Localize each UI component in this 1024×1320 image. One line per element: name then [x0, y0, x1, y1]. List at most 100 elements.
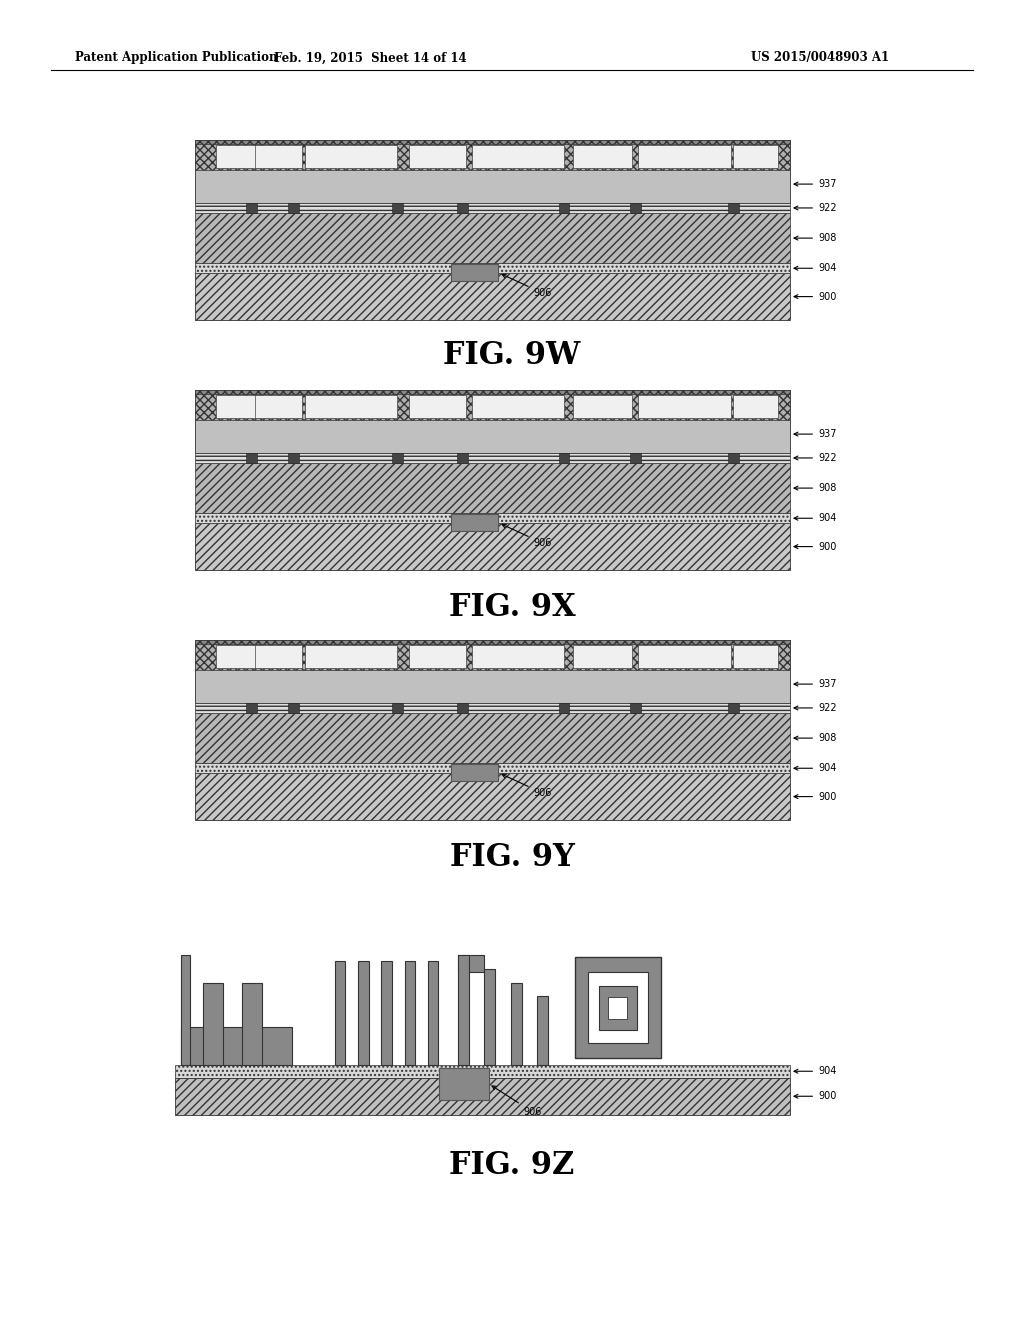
Bar [472, 395, 564, 418]
Text: 906: 906 [502, 524, 552, 548]
Bar [195, 273, 790, 319]
Bar [195, 640, 790, 704]
Bar [216, 145, 263, 169]
Bar [175, 1077, 790, 1115]
Text: 906: 906 [493, 1086, 542, 1117]
Text: 900: 900 [794, 292, 837, 301]
Bar [410, 645, 466, 668]
Text: FIG. 9X: FIG. 9X [449, 591, 575, 623]
Bar [572, 395, 633, 418]
Text: 937: 937 [794, 678, 837, 689]
Bar [728, 453, 739, 463]
Bar [458, 954, 469, 1065]
Bar [451, 515, 499, 531]
Bar [558, 203, 569, 213]
Bar [572, 145, 633, 169]
Bar [458, 203, 468, 213]
Bar [255, 145, 302, 169]
Text: Patent Application Publication: Patent Application Publication [75, 51, 278, 65]
Bar [195, 640, 790, 644]
Bar [195, 774, 790, 820]
Bar [392, 453, 402, 463]
Bar [574, 957, 660, 1059]
Bar [216, 395, 263, 418]
Text: 937: 937 [794, 180, 837, 189]
Bar [733, 145, 778, 169]
Bar [630, 203, 641, 213]
Bar [195, 713, 790, 763]
Bar [181, 1027, 292, 1065]
Bar [195, 763, 790, 774]
Bar [195, 263, 790, 273]
Text: 900: 900 [794, 541, 837, 552]
Bar [458, 954, 483, 972]
Text: 900: 900 [794, 792, 837, 801]
Text: 908: 908 [794, 733, 837, 743]
Bar [288, 203, 299, 213]
Bar [381, 961, 392, 1065]
Text: 904: 904 [794, 263, 837, 273]
Bar [572, 645, 633, 668]
Text: 906: 906 [502, 275, 552, 298]
Bar [246, 704, 257, 713]
Bar [195, 140, 790, 144]
Bar [288, 453, 299, 463]
Bar [392, 203, 402, 213]
Bar [305, 395, 397, 418]
Text: 906: 906 [502, 775, 552, 799]
Bar [472, 645, 564, 668]
Text: Feb. 19, 2015  Sheet 14 of 14: Feb. 19, 2015 Sheet 14 of 14 [273, 51, 466, 65]
Bar [195, 170, 790, 203]
Text: 904: 904 [794, 513, 837, 523]
Bar [195, 140, 790, 203]
Text: 908: 908 [794, 483, 837, 494]
Bar [511, 982, 522, 1065]
Bar [458, 453, 468, 463]
Bar [733, 645, 778, 668]
Bar [195, 203, 790, 213]
Bar [451, 264, 499, 281]
Bar [638, 645, 730, 668]
Bar [392, 704, 402, 713]
Bar [246, 203, 257, 213]
Bar [305, 145, 397, 169]
Bar [195, 389, 790, 393]
Bar [181, 954, 190, 1065]
Bar [484, 969, 496, 1065]
Text: FIG. 9Y: FIG. 9Y [450, 842, 574, 874]
Text: 904: 904 [794, 763, 837, 774]
Bar [255, 645, 302, 668]
Bar [638, 145, 730, 169]
Bar [733, 395, 778, 418]
Bar [472, 145, 564, 169]
Bar [728, 203, 739, 213]
Bar [630, 704, 641, 713]
Bar [558, 453, 569, 463]
Bar [195, 513, 790, 523]
Text: 904: 904 [794, 1067, 837, 1076]
Bar [439, 1068, 488, 1100]
Bar [255, 395, 302, 418]
Bar [428, 961, 438, 1065]
Bar [195, 523, 790, 570]
Bar [558, 704, 569, 713]
Bar [216, 645, 263, 668]
Bar [608, 997, 628, 1019]
Bar [195, 704, 790, 713]
Text: 937: 937 [794, 429, 837, 440]
Bar [195, 213, 790, 263]
Bar [335, 961, 345, 1065]
Bar [728, 704, 739, 713]
Bar [410, 145, 466, 169]
Text: FIG. 9Z: FIG. 9Z [450, 1150, 574, 1180]
Text: FIG. 9W: FIG. 9W [443, 339, 581, 371]
Bar [195, 671, 790, 704]
Bar [204, 982, 223, 1065]
Text: 908: 908 [794, 234, 837, 243]
Bar [630, 453, 641, 463]
Bar [537, 997, 548, 1065]
Text: 922: 922 [794, 203, 837, 213]
Bar [195, 453, 790, 463]
Bar [638, 395, 730, 418]
Text: 900: 900 [794, 1092, 837, 1101]
